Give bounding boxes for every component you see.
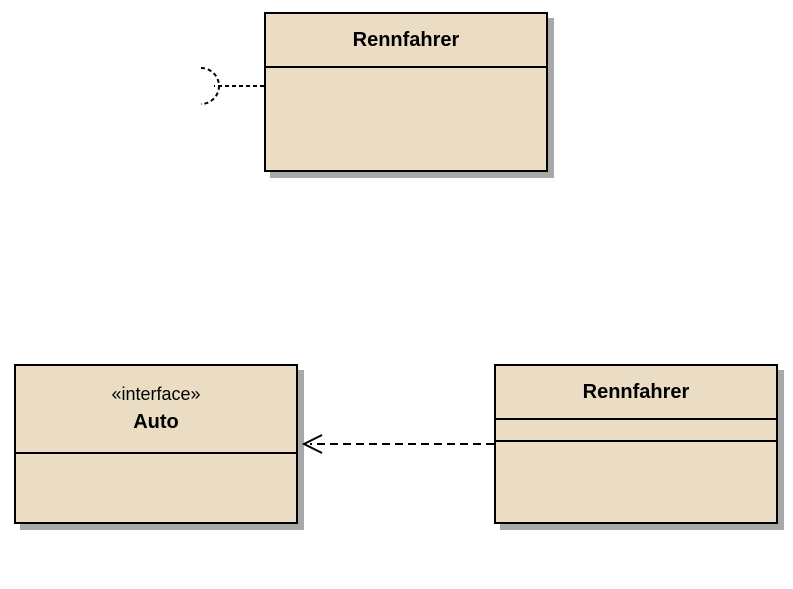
dependency-arrow <box>304 435 494 453</box>
class-body: Rennfahrer <box>264 12 548 172</box>
class-header: Rennfahrer <box>266 14 546 68</box>
class-box-rennfahrer-bottom: Rennfahrer <box>494 364 784 530</box>
required-interface-socket <box>201 68 264 104</box>
class-header: «interface» Auto <box>16 366 296 454</box>
class-header: Rennfahrer <box>496 366 776 420</box>
diagram-canvas: Rennfahrer «interface» Auto Rennfahrer <box>0 0 793 589</box>
class-box-auto-interface: «interface» Auto <box>14 364 304 530</box>
class-title: Rennfahrer <box>583 381 690 404</box>
class-divider <box>496 440 776 442</box>
class-body: «interface» Auto <box>14 364 298 524</box>
class-stereotype: «interface» <box>111 384 200 405</box>
class-title: Rennfahrer <box>353 29 460 52</box>
class-title: Auto <box>133 411 179 434</box>
class-box-rennfahrer-top: Rennfahrer <box>264 12 554 178</box>
class-body: Rennfahrer <box>494 364 778 524</box>
